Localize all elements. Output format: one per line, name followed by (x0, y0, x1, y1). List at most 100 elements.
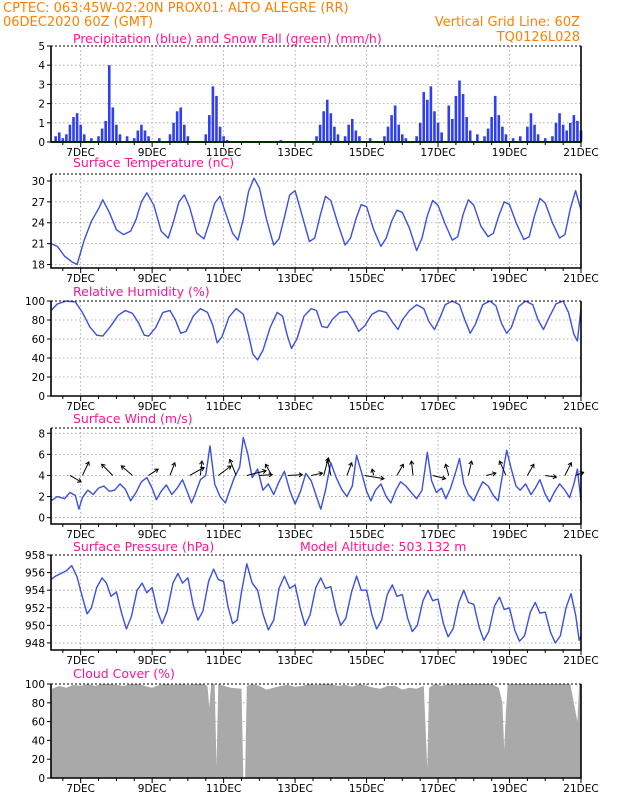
precip-bar (61, 138, 65, 142)
precip-bar (497, 115, 501, 142)
precip-panel: Precipitation (blue) and Snow Fall (gree… (38, 31, 598, 159)
precip-date-label: 11DEC (206, 147, 241, 159)
precip-bar (490, 117, 493, 142)
precip-bar (576, 120, 579, 142)
precip-ytick-label: 1 (38, 118, 45, 130)
cloud-date-label: 17DEC (420, 783, 455, 795)
precip-bar (57, 132, 61, 142)
precip-bar (558, 113, 561, 142)
wind-title: Surface Wind (m/s) (73, 411, 193, 426)
wind-vector-head (325, 458, 331, 464)
precip-bar (90, 138, 93, 142)
precip-bar (107, 65, 111, 142)
wind-vector-head (399, 463, 404, 469)
wind-vector-head (380, 475, 385, 481)
wind-vector-head (262, 468, 267, 474)
precip-bar (526, 126, 529, 142)
precip-bar (333, 126, 336, 142)
wind-vector (287, 474, 303, 476)
temp-ytick-label: 24 (32, 218, 46, 230)
wind-vector (327, 459, 332, 476)
precip-date-label: 21DEC (563, 147, 598, 159)
precip-bar (343, 136, 347, 142)
wind-ytick-label: 8 (38, 428, 45, 440)
wind-vector (311, 472, 323, 476)
cloud-ytick-label: 40 (32, 735, 45, 747)
wind-date-label: 13DEC (277, 529, 312, 541)
wind-ytick-label: 6 (38, 449, 45, 461)
pressure-date-label: 9DEC (138, 655, 167, 667)
precip-bar (118, 134, 122, 142)
wind-vector (259, 474, 273, 476)
wind-vector-head (227, 465, 232, 470)
precip-bar (72, 117, 75, 142)
pressure-date-label: 17DEC (420, 655, 455, 667)
rh-date-label: 7DEC (66, 401, 95, 413)
precip-bar (111, 107, 115, 142)
precip-title: Precipitation (blue) and Snow Fall (gree… (73, 31, 382, 46)
precip-bar (183, 124, 186, 142)
pressure-ytick-label: 948 (25, 638, 45, 650)
precip-bar (422, 92, 426, 142)
precip-bar (551, 136, 554, 142)
pressure-date-label: 11DEC (206, 655, 241, 667)
precip-date-label: 13DEC (277, 147, 312, 159)
wind-vector (575, 471, 584, 476)
wind-vector (467, 460, 473, 476)
wind-vector (101, 463, 114, 476)
wind-vector (371, 468, 375, 476)
wind-vector (229, 459, 237, 476)
pressure-annotation: Model Altitude: 503.132 m (300, 539, 466, 554)
precip-bar (383, 136, 386, 142)
wind-vector-head (100, 463, 106, 469)
rh-panel: Relative Humidity (%) 0 20 40 60 80 100 7DEC 9DE… (25, 284, 599, 413)
precip-bar (204, 134, 208, 142)
precip-bar (136, 130, 140, 142)
wind-vector (364, 474, 385, 480)
precip-date-label: 7DEC (66, 147, 95, 159)
precip-bar (486, 128, 490, 142)
precip-ytick-label: 5 (38, 41, 45, 53)
temp-title: Surface Temperature (nC) (73, 155, 234, 170)
cloud-panel: Cloud Cover (%) 0 20 40 60 80 100 7DEC 9DEC 11DEC… (25, 666, 599, 795)
precip-bar (518, 136, 522, 142)
precip-bar (68, 124, 72, 142)
precip-bar (429, 86, 433, 142)
header-location: CPTEC: 063:45W-02:20N PROX01: ALTO ALEGR… (3, 1, 349, 16)
precip-bar (529, 113, 533, 142)
precip-ytick-label: 2 (38, 99, 45, 111)
precip-bar (415, 136, 418, 142)
wind-vector-head (228, 458, 234, 464)
precip-bar (493, 95, 497, 142)
rh-date-label: 21DEC (563, 401, 598, 413)
wind-vector (526, 464, 535, 476)
precip-bar (125, 136, 129, 142)
wind-ytick-label: 0 (38, 513, 45, 525)
wind-vector-head (264, 463, 270, 469)
pressure-date-label: 13DEC (277, 655, 312, 667)
precip-bar (322, 111, 325, 142)
wind-vector-head (348, 461, 353, 467)
cloud-date-label: 13DEC (277, 783, 312, 795)
wind-vector (396, 464, 404, 476)
wind-vector-head (443, 463, 449, 469)
wind-vector (346, 462, 353, 476)
precip-bar (65, 134, 68, 142)
precip-bar (572, 115, 576, 142)
wind-vector (445, 464, 450, 476)
precip-bar (368, 138, 372, 142)
precip-bar (533, 124, 536, 142)
precip-bar (157, 138, 161, 142)
rh-ytick-label: 0 (38, 391, 45, 403)
pressure-date-label: 15DEC (349, 655, 384, 667)
wind-vector (81, 461, 90, 476)
rh-date-label: 15DEC (349, 401, 384, 413)
wind-date-label: 19DEC (492, 529, 527, 541)
precip-bar (451, 118, 454, 142)
precip-bar (347, 124, 351, 142)
wind-vector (564, 462, 572, 476)
temp-date-label: 7DEC (66, 273, 95, 285)
precip-date-label: 15DEC (349, 147, 384, 159)
precip-bar (561, 124, 565, 142)
rh-ytick-label: 20 (32, 372, 45, 384)
